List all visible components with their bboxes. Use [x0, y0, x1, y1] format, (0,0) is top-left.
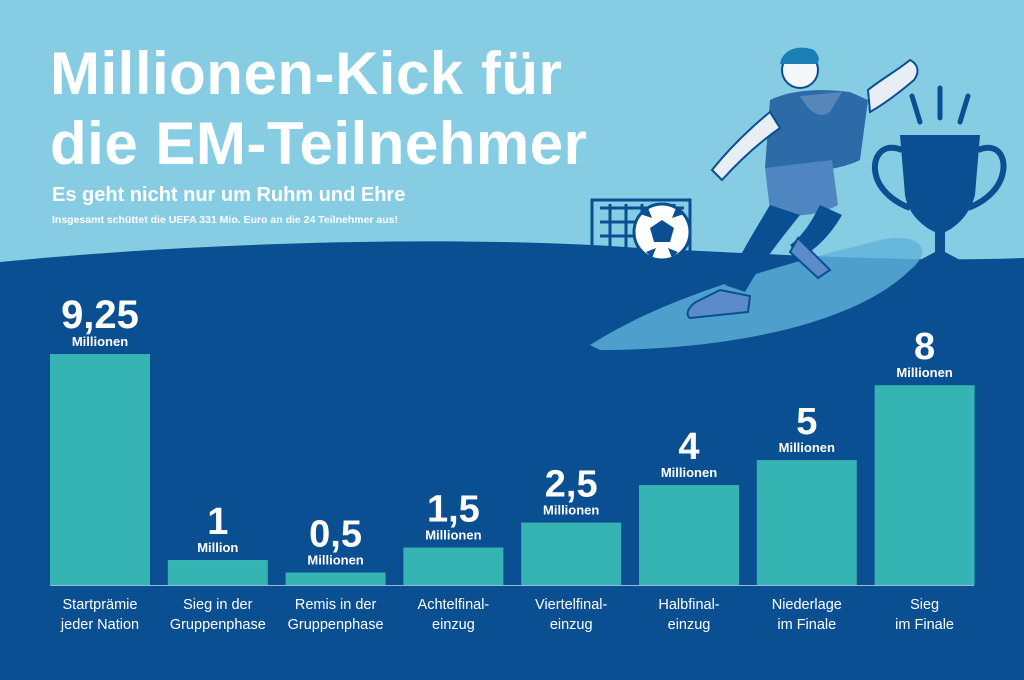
title-line-1: Millionen-Kick für	[50, 40, 563, 107]
bar	[403, 547, 504, 585]
category-label: Startprämie	[63, 597, 138, 613]
category-label: im Finale	[895, 617, 954, 633]
bar	[285, 572, 386, 585]
bar	[521, 522, 622, 585]
category-label: Niederlage	[772, 597, 842, 613]
category-label: Achtelfinal-	[418, 597, 490, 613]
unit-label: Millionen	[72, 334, 128, 349]
bar	[50, 354, 150, 585]
value-label: 9,25	[61, 293, 139, 337]
unit-label: Millionen	[779, 440, 835, 455]
subtitle: Es geht nicht nur um Ruhm und Ehre	[52, 184, 406, 206]
category-label: Gruppenphase	[288, 617, 384, 633]
value-label: 5	[796, 401, 817, 443]
category-label: Halbfinal-	[658, 597, 719, 613]
bar	[756, 460, 857, 585]
category-label: im Finale	[777, 617, 836, 633]
unit-label: Millionen	[543, 503, 599, 518]
value-label: 2,5	[545, 464, 598, 506]
category-label: Sieg in der	[183, 597, 252, 613]
value-label: 1,5	[427, 489, 480, 531]
football-player-illustration	[686, 47, 919, 320]
value-label: 0,5	[309, 514, 362, 556]
unit-label: Millionen	[661, 465, 717, 480]
trophy-icon	[872, 85, 1007, 260]
shadow-swoosh	[590, 238, 923, 350]
category-label: Remis in der	[295, 597, 377, 613]
category-label: Gruppenphase	[170, 617, 266, 633]
unit-label: Million	[197, 540, 238, 555]
category-label: Sieg	[910, 597, 939, 613]
unit-label: Millionen	[896, 365, 952, 380]
category-label: jeder Nation	[60, 617, 139, 633]
category-label: einzug	[668, 617, 711, 633]
value-label: 1	[207, 501, 228, 543]
title-line-2: die EM-Teilnehmer	[50, 110, 588, 177]
unit-label: Millionen	[307, 553, 363, 568]
category-label: einzug	[550, 617, 593, 633]
value-label: 4	[678, 426, 699, 468]
note-text: Insgesamt schüttet die UEFA 331 Mio. Eur…	[52, 214, 399, 226]
bar	[167, 560, 268, 585]
category-label: einzug	[432, 617, 475, 633]
category-label: Viertelfinal-	[535, 597, 607, 613]
bar	[639, 485, 739, 585]
bar	[874, 385, 975, 585]
unit-label: Millionen	[425, 528, 481, 543]
football-icon	[632, 202, 692, 262]
value-label: 8	[914, 326, 935, 368]
